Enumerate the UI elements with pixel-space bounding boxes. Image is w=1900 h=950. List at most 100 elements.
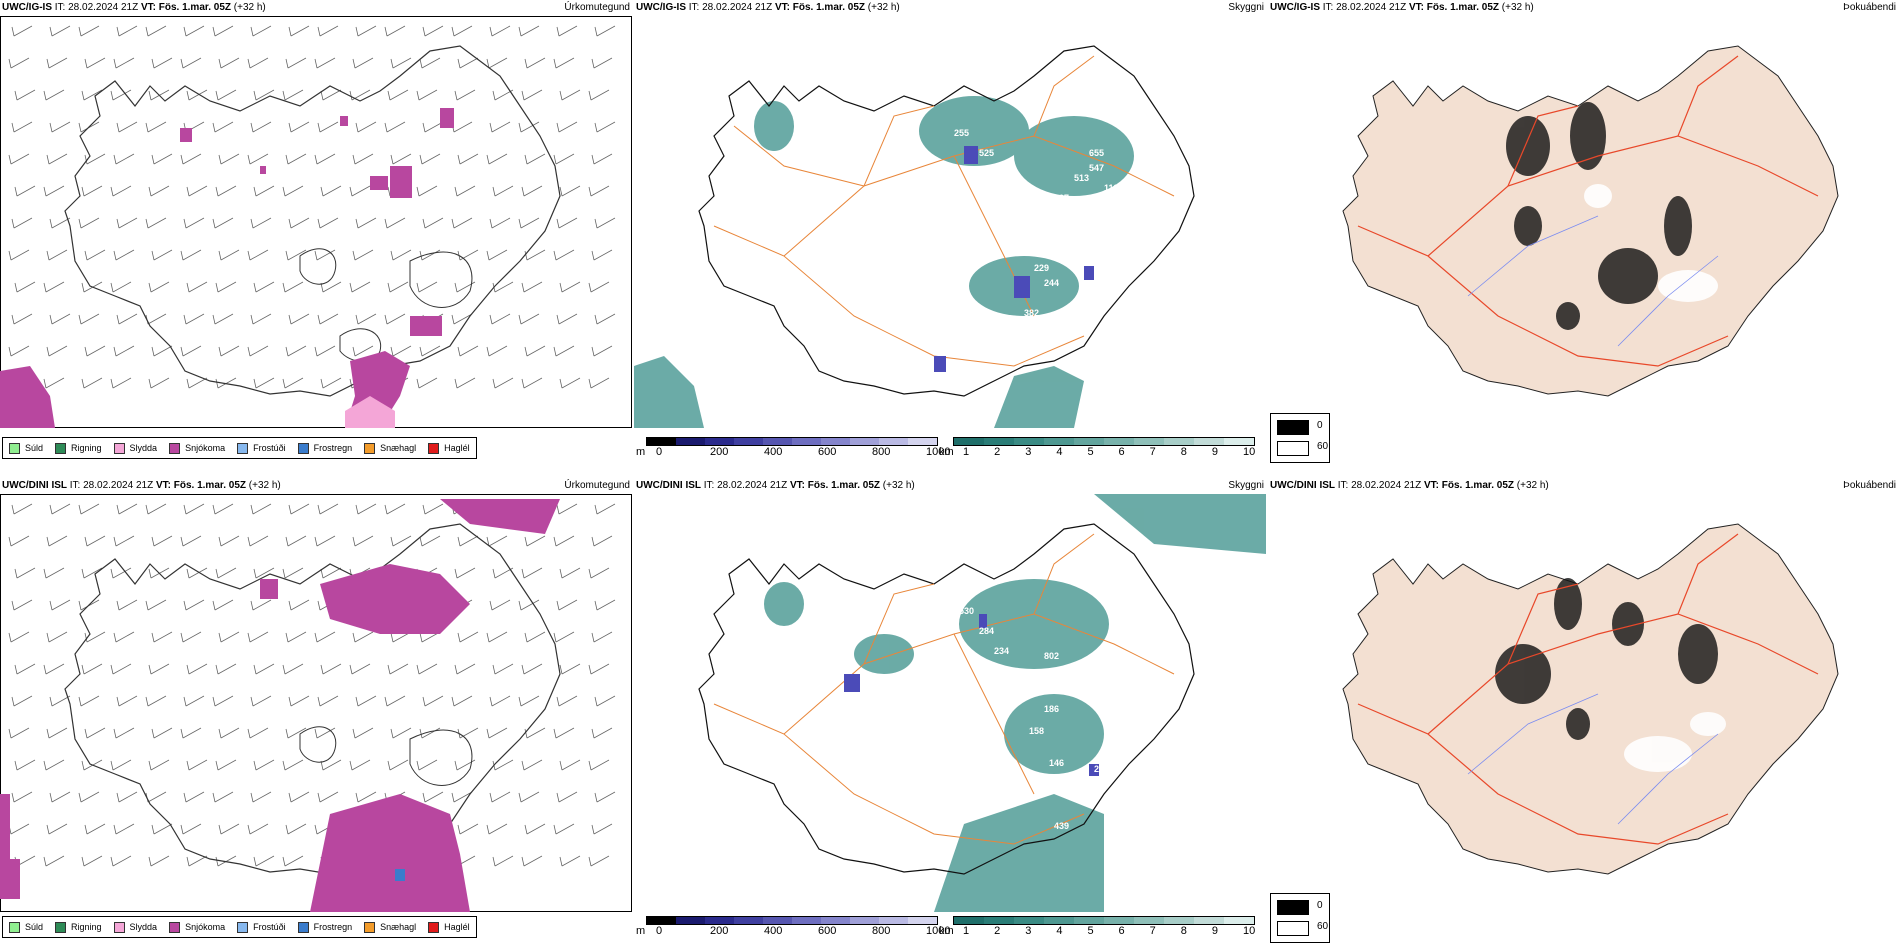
colorbar-segment xyxy=(1074,917,1104,924)
wind-barb xyxy=(218,249,240,261)
colorbar-segment xyxy=(1164,917,1194,924)
legend-item-freezing-rain: Frostregn xyxy=(297,442,352,454)
wind-barb xyxy=(282,377,304,389)
wind-barb xyxy=(215,89,237,101)
wind-barb xyxy=(524,249,546,261)
precip-map[interactable] xyxy=(0,494,632,912)
wind-barb xyxy=(553,535,575,547)
it-label: IT: xyxy=(1322,2,1334,13)
wind-barb xyxy=(282,759,304,771)
wind-barb xyxy=(46,345,68,357)
colorbar-segment xyxy=(763,917,792,924)
colorbar-segment xyxy=(676,438,705,445)
wind-barb xyxy=(355,25,377,37)
wind-barb xyxy=(486,153,508,165)
precip-map[interactable] xyxy=(0,16,632,428)
wind-barb xyxy=(451,25,473,37)
wind-barb xyxy=(314,153,336,165)
iceland-outline xyxy=(64,45,561,397)
wind-barb xyxy=(247,153,269,165)
fog-index-map[interactable] xyxy=(1268,494,1900,912)
wind-barb xyxy=(78,695,100,707)
colorbar-tick-label: 200 xyxy=(710,925,729,937)
colorbar-tick-label: 4 xyxy=(1056,925,1063,937)
wind-barb xyxy=(489,217,511,229)
wind-barb xyxy=(285,535,307,547)
colorbar-tick-label: 0 xyxy=(656,446,663,458)
lead-time: (+32 h) xyxy=(233,2,266,13)
wind-barb xyxy=(110,281,132,293)
lead-time: (+32 h) xyxy=(882,480,915,491)
wind-barb xyxy=(352,631,374,643)
ceiling-label: 213 xyxy=(1094,764,1109,774)
wind-barb xyxy=(81,377,103,389)
wind-barb xyxy=(84,345,106,357)
ceiling-unit: m xyxy=(636,446,646,458)
wind-barb xyxy=(250,695,272,707)
colorbar-tick-label: 1 xyxy=(963,925,970,937)
wind-barb xyxy=(489,599,511,611)
wind-barb xyxy=(416,89,438,101)
wind-barb xyxy=(588,281,610,293)
wind-barb xyxy=(553,823,575,835)
colorbar-segment xyxy=(1044,438,1074,445)
ceiling-label: 382 xyxy=(1024,308,1039,318)
wind-barb xyxy=(212,121,234,133)
wind-barb xyxy=(553,153,575,165)
wind-barb xyxy=(390,345,412,357)
wind-barb xyxy=(183,503,205,515)
wind-barb xyxy=(282,89,304,101)
wind-barb xyxy=(148,377,170,389)
ceiling-label: 158 xyxy=(1029,726,1044,736)
wind-barb xyxy=(556,121,578,133)
wind-barb xyxy=(113,535,135,547)
wind-barb xyxy=(390,57,412,69)
colorbar-tick-label: 7 xyxy=(1149,925,1156,937)
wind-barb xyxy=(11,217,33,229)
visibility-colorbar-strip xyxy=(953,916,1255,925)
fog-index-map[interactable] xyxy=(1268,16,1900,428)
wind-barb xyxy=(84,249,106,261)
rivers xyxy=(1467,693,1719,825)
visibility-ceiling-map[interactable]: 255 525 325 513 655 547 307 273 113 229 244 382 126 1… xyxy=(634,16,1266,428)
wind-barb xyxy=(84,153,106,165)
wind-barb xyxy=(486,631,508,643)
colorbar-segment xyxy=(647,438,676,445)
wind-barb xyxy=(352,727,374,739)
wind-barb xyxy=(145,695,167,707)
wind-barb xyxy=(183,599,205,611)
wind-barb xyxy=(486,249,508,261)
wind-barb xyxy=(416,281,438,293)
product-name: Þokuábendi xyxy=(1843,2,1896,13)
colorbar-segment xyxy=(1134,438,1164,445)
wind-barb xyxy=(591,57,613,69)
wind-barb xyxy=(314,345,336,357)
wind-barb xyxy=(556,791,578,803)
wind-barb xyxy=(218,823,240,835)
wind-barb xyxy=(212,599,234,611)
wind-barb xyxy=(14,89,36,101)
wind-barb xyxy=(559,89,581,101)
it-label: IT: xyxy=(69,480,81,491)
wind-barb xyxy=(454,663,476,675)
colorbar-tick-label: 200 xyxy=(710,446,729,458)
wind-barb xyxy=(46,249,68,261)
wind-barb xyxy=(253,377,275,389)
ceiling-label: 325 xyxy=(1059,686,1074,696)
colorbar-tick-label: 600 xyxy=(818,925,837,937)
visibility-colorbar: km 1 2 3 4 5 6 7 8 9 10 xyxy=(939,437,1259,467)
wind-barb xyxy=(521,567,543,579)
wind-barb xyxy=(148,663,170,675)
fog-key: 0 60 xyxy=(1270,413,1330,463)
wind-barb xyxy=(451,217,473,229)
wind-barb xyxy=(180,345,202,357)
wind-barb xyxy=(282,185,304,197)
wind-barb xyxy=(559,281,581,293)
wind-barb xyxy=(46,535,68,547)
wind-barb xyxy=(43,567,65,579)
wind-barb xyxy=(454,89,476,101)
colorbar-tick-label: 400 xyxy=(764,446,783,458)
wind-barb xyxy=(215,663,237,675)
wind-barb xyxy=(320,663,342,675)
